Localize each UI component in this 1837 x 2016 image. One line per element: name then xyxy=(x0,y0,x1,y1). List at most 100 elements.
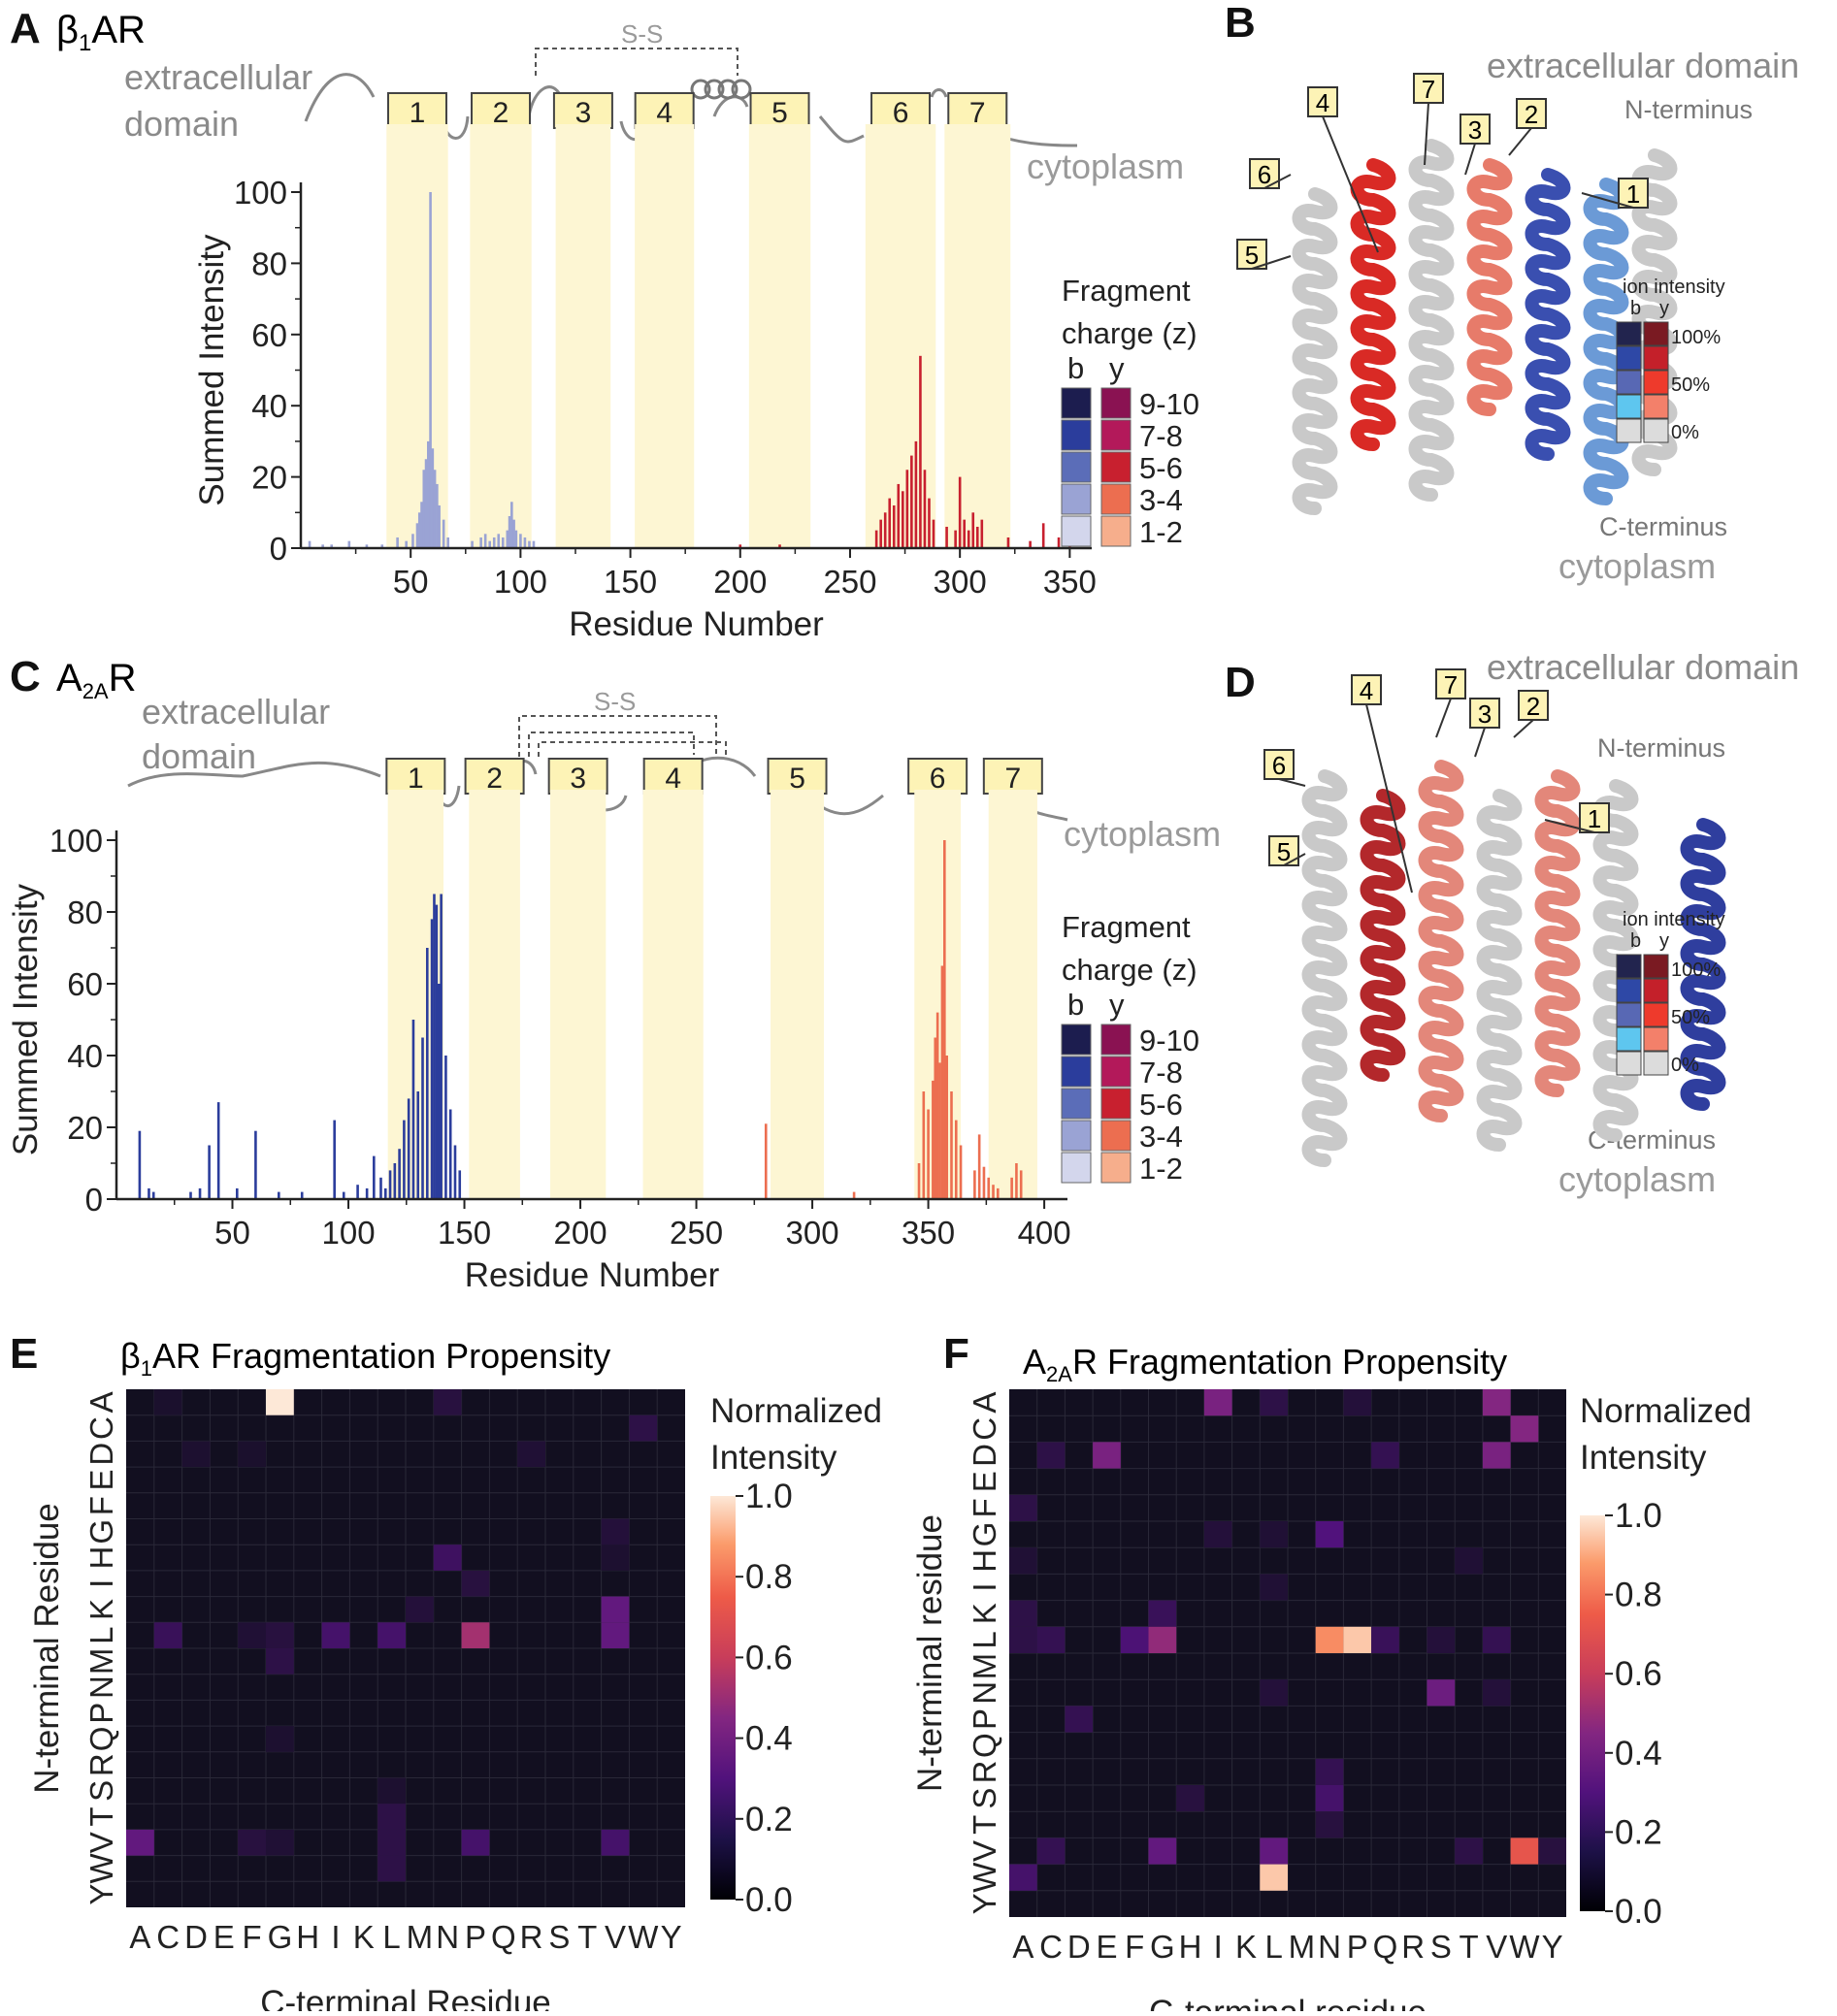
y-tick-label-100: 100 xyxy=(49,823,103,859)
heat-cell-L-N xyxy=(1315,1626,1344,1653)
colorbar-label-0.6: 0.6 xyxy=(1615,1655,1662,1693)
y-category-E: E xyxy=(83,1469,119,1490)
helix-ribbon-2 xyxy=(1360,789,1406,1082)
helix-ribbon-7 xyxy=(1680,818,1726,1111)
ion-col-b: b xyxy=(1630,930,1641,952)
bar-y-322 xyxy=(1006,537,1010,548)
legend-c-col-b: b xyxy=(1067,988,1084,1022)
heat-cell-L-V xyxy=(1482,1626,1511,1653)
y-category-I: I xyxy=(967,1582,1002,1591)
y-category-C: C xyxy=(967,1417,1002,1441)
heat-cell-V-Y xyxy=(1538,1837,1566,1865)
bar-b-10 xyxy=(138,1130,142,1199)
helix-tag-leader-6 xyxy=(1263,174,1292,189)
helix-box-label-5: 5 xyxy=(789,763,805,795)
bar-y-310 xyxy=(980,519,984,548)
heat-cell-A-C xyxy=(153,1389,182,1415)
helix-tag-leader-5 xyxy=(1283,853,1306,866)
legend-b-swatch-1-2 xyxy=(1061,515,1092,547)
bar-y-304 xyxy=(967,530,970,548)
bar-b-54 xyxy=(417,512,421,548)
ion-level-100: 100% xyxy=(1671,959,1721,981)
ion-b-swatch xyxy=(1616,1026,1642,1052)
bar-b-126 xyxy=(407,1098,410,1199)
ion-b-swatch xyxy=(1616,370,1642,395)
x-category-Y: Y xyxy=(661,1919,682,1955)
bar-b-138 xyxy=(435,904,439,1199)
legend-b-swatch-5-6 xyxy=(1061,451,1092,483)
colorbar-title-f-2: Intensity xyxy=(1580,1439,1707,1477)
helix-tag-label-1: 1 xyxy=(1588,804,1601,833)
ion-y-swatch xyxy=(1643,1026,1669,1052)
ion-b-swatch xyxy=(1616,954,1642,979)
x-category-T: T xyxy=(577,1919,597,1955)
heat-cell-K-M xyxy=(406,1596,434,1623)
y-category-L: L xyxy=(83,1626,119,1643)
heat-cell-G-V xyxy=(601,1518,630,1545)
x-category-R: R xyxy=(520,1919,543,1955)
heat-cell-V-G xyxy=(266,1829,294,1856)
helix-box-4 xyxy=(642,758,704,795)
x-tick-label-200: 200 xyxy=(713,564,767,600)
x-tick-label-150: 150 xyxy=(604,564,657,600)
y-category-A: A xyxy=(967,1392,1002,1414)
x-tick-label-300: 300 xyxy=(934,564,987,600)
tm-region-shade-7 xyxy=(988,790,1037,1199)
heat-cell-G-L xyxy=(1260,1521,1288,1548)
y-axis-label: Summed Intensity xyxy=(193,234,231,506)
bar-y-272 xyxy=(897,483,901,548)
bar-b-60 xyxy=(254,1130,257,1199)
bar-b-124 xyxy=(403,1120,406,1199)
legend-a: Fragment charge (z) b y 9-107-85-63-41-2 xyxy=(1061,274,1199,549)
bar-y-372 xyxy=(977,1134,981,1199)
tm-region-shade-2 xyxy=(469,790,520,1199)
cytoplasm-label-d: cytoplasm xyxy=(1558,1159,1716,1199)
heat-cell-A-L xyxy=(1260,1389,1288,1416)
ion-col-y: y xyxy=(1659,298,1669,319)
bar-b-108 xyxy=(365,1187,369,1199)
bar-b-58 xyxy=(427,440,430,548)
y-tick-label-60: 60 xyxy=(251,317,287,353)
extracellular-domain-label: extracellular domain xyxy=(1487,46,1799,85)
heat-cell-W-L xyxy=(377,1855,406,1882)
x-category-I: I xyxy=(1214,1929,1223,1965)
helix-box-label-2: 2 xyxy=(493,97,509,129)
helix-tag-label-2: 2 xyxy=(1525,100,1538,129)
helix-tag-label-3: 3 xyxy=(1478,699,1492,729)
helix-ribbon-4 xyxy=(1466,158,1513,416)
legend-label-5-6: 5-6 xyxy=(1139,1088,1183,1122)
helix-tags-d: 4 73 2 6 1 5 xyxy=(1263,668,1610,894)
heat-cell-L-P xyxy=(461,1622,490,1648)
helix-tag-label-7: 7 xyxy=(1444,670,1458,699)
bar-b-142 xyxy=(444,1056,447,1199)
helix-tag-leader-1 xyxy=(1581,192,1634,209)
bar-y-350 xyxy=(927,1109,930,1199)
bar-y-370 xyxy=(973,1170,976,1199)
heat-cell-N-S xyxy=(1427,1679,1456,1707)
c-terminus-label: C-terminus xyxy=(1599,512,1727,541)
heat-cell-H-N xyxy=(433,1545,462,1571)
ion-y-swatch xyxy=(1643,345,1669,371)
heat-cell-A-V xyxy=(1482,1389,1511,1416)
helix-box-2 xyxy=(464,758,525,795)
helix-ribbon-1 xyxy=(1292,187,1338,515)
helix-tag-leader-2 xyxy=(1513,719,1534,738)
bar-b-128 xyxy=(411,1020,415,1199)
heat-cell-P-D xyxy=(1065,1706,1094,1733)
bar-y-306 xyxy=(971,512,975,548)
heat-cell-V-L xyxy=(377,1829,406,1856)
panel-a: A β1AR extracellular domain cytoplasm S-… xyxy=(10,5,1184,186)
panel-letter-e: E xyxy=(10,1330,38,1378)
tm-region-shade-4 xyxy=(642,790,704,1199)
bar-y-348 xyxy=(922,1091,926,1199)
x-category-N: N xyxy=(1318,1929,1341,1965)
panel-letter-a: A xyxy=(10,5,41,52)
x-tick-label-250: 250 xyxy=(670,1215,723,1251)
heat-cell-T-L xyxy=(377,1804,406,1830)
helix-tag-label-5: 5 xyxy=(1245,241,1259,270)
bar-b-98 xyxy=(342,1191,345,1199)
legend-y-swatch-3-4 xyxy=(1100,1120,1132,1152)
panel-b: B extracellular domain N-terminus C-term… xyxy=(1225,0,1799,586)
bar-b-32 xyxy=(189,1191,192,1199)
heat-cell-G-N xyxy=(1315,1521,1344,1548)
